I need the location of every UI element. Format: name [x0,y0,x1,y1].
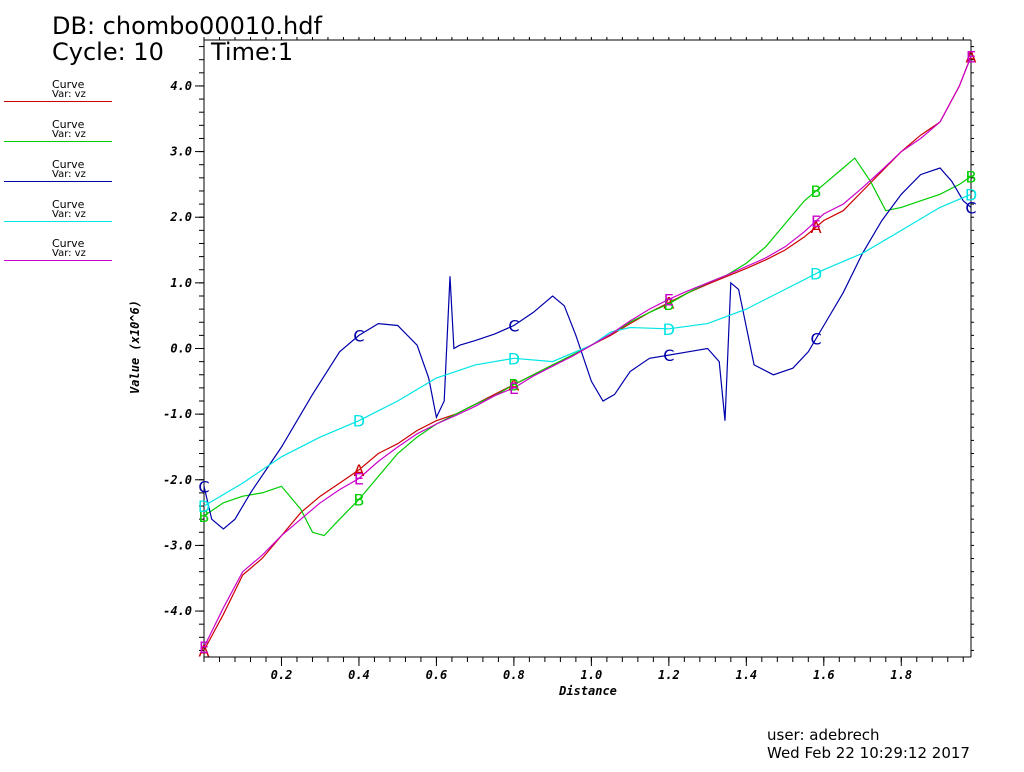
series-marker-e: E [664,290,674,309]
series-marker-b: B [353,490,364,509]
series-marker-c: C [353,326,364,345]
series-group [203,56,972,651]
series-marker-b: B [508,376,519,395]
series-marker-e: E [199,638,209,657]
legend-entry-title: Curve [52,78,85,91]
series-marker-e: E [811,212,821,231]
series-marker-d: D [198,497,210,516]
series-marker-a: A [199,641,210,660]
legend-entry-var: Var: vz [52,89,86,100]
series-marker-d: D [965,185,977,204]
axes: 0.2 0.4 0.6 0.8 1.0 1.2 1.4 1.6 1.8 -4.0 -3.0 -2.0 -… [163,37,974,682]
series-marker-c: C [508,317,519,336]
legend-swatch [4,181,112,182]
y-tick-label: -2.0 [163,473,192,487]
series-marker-b: B [811,182,822,201]
cycle-label: Cycle: 10 [52,38,164,66]
time-label: Time:1 [211,38,294,66]
y-tick-label: 2.0 [169,210,192,224]
y-tick-label: -1.0 [163,407,192,421]
legend-swatch [4,141,112,142]
series-marker-c: C [663,346,674,365]
series-marker-d: D [353,412,365,431]
legend-swatch [4,221,112,222]
series-marker-c: C [198,477,209,496]
series-marker-e: E [509,379,519,398]
legend-entry-5: Curve Var: vz [4,238,114,274]
series-line-e [203,56,972,648]
series-line-c [203,167,972,530]
timestamp-label: Wed Feb 22 10:29:12 2017 [767,744,970,762]
legend-entry-4: Curve Var: vz [4,199,114,235]
x-tick-label: 1.0 [581,668,603,682]
legend-swatch [4,260,112,261]
x-tick-label: 1.6 [813,668,835,682]
y-tick-label: -3.0 [163,538,192,552]
y-tick-label: 1.0 [170,276,192,290]
y-tick-label: -4.0 [163,604,192,618]
x-tick-label: 0.6 [426,668,448,682]
x-tick-label: 0.2 [271,668,293,682]
series-marker-e: E [966,47,976,66]
series-marker-a: A [811,218,822,237]
legend-entry-title: Curve [52,158,85,171]
legend-entry-title: Curve [52,198,85,211]
user-label: user: adebrech [767,726,880,744]
series-marker-d: D [810,265,822,284]
legend-swatch [4,101,112,102]
legend-entry-2: Curve Var: vz [4,119,114,155]
legend-entry-title: Curve [52,237,85,250]
y-tick-label: 3.0 [169,145,192,159]
x-tick-label: 1.2 [658,668,680,682]
series-marker-d: D [508,349,520,368]
series-marker-b: B [199,507,210,526]
series-line-d [203,193,972,507]
legend-entry-1: Curve Var: vz [4,79,114,115]
series-marker-a: A [353,461,364,480]
series-marker-c: C [810,330,821,349]
series-marker-a: A [966,47,977,66]
series-marker-a: A [663,294,674,313]
series-marker-d: D [663,320,675,339]
legend-entry-var: Var: vz [52,129,86,140]
series-marker-b: B [966,168,977,187]
x-axis-title: Distance [558,684,617,698]
legend-entry-var: Var: vz [52,169,86,180]
x-tick-label: 0.4 [348,668,370,682]
database-title: DB: chombo00010.hdf [52,12,322,40]
x-tick-label: 0.8 [503,668,525,682]
x-tick-label: 1.4 [735,668,757,682]
y-axis-title: Value (x10^6) [128,300,142,394]
series-marker-a: A [508,376,519,395]
y-tick-label: 0.0 [170,342,192,356]
legend-entry-3: Curve Var: vz [4,159,114,195]
legend-entry-var: Var: vz [52,209,86,220]
series-line-a [203,56,972,651]
y-tick-label: 4.0 [170,79,192,93]
x-tick-label: 1.8 [890,668,912,682]
series-marker-c: C [965,198,976,217]
series-marker-b: B [663,295,674,314]
series-marker-e: E [354,469,364,488]
legend-entry-var: Var: vz [52,248,86,259]
legend-entry-title: Curve [52,118,85,131]
